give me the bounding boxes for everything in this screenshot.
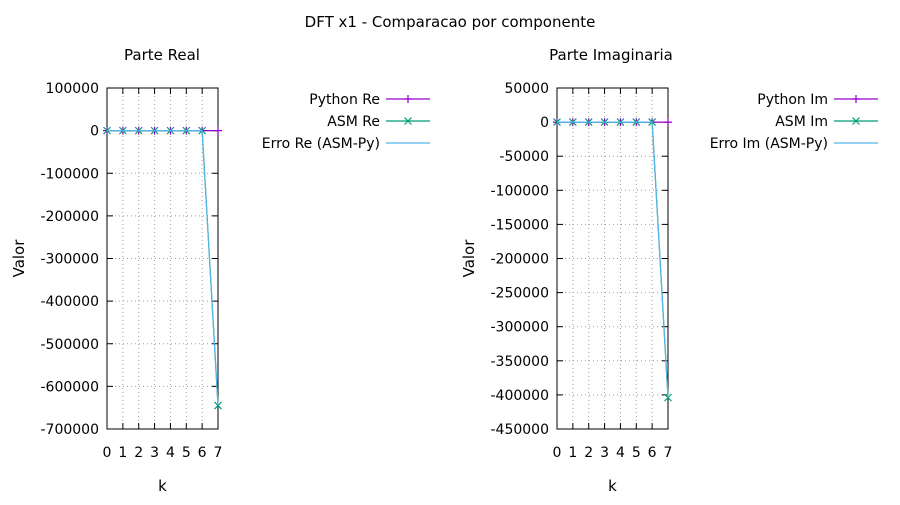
legend-label: Erro Re (ASM-Py)	[262, 136, 380, 152]
legend-marker	[852, 117, 860, 125]
x-tick-label: 4	[166, 445, 175, 461]
y-axis-label: Valor	[10, 239, 28, 278]
plot-title: Parte Imaginaria	[549, 46, 673, 64]
y-tick-label: 0	[90, 124, 99, 140]
x-tick-label: 1	[118, 445, 127, 461]
y-tick-label: -350000	[491, 354, 550, 370]
x-axis-label: k	[158, 477, 167, 495]
y-axis-label: Valor	[460, 239, 478, 278]
legend-marker	[852, 95, 860, 103]
y-tick-label: -250000	[491, 286, 550, 302]
chart-real: Parte Real 100000 0 -100000 -200000 -300000 -4…	[10, 46, 430, 495]
y-tick-label: -200000	[41, 209, 100, 225]
x-tick-label: 2	[584, 445, 593, 461]
x-tick-label: 7	[664, 445, 673, 461]
y-tick-label: -700000	[41, 422, 100, 438]
legend-label: ASM Im	[775, 114, 828, 130]
y-tick-label: -400000	[491, 388, 550, 404]
x-tick-label: 3	[150, 445, 159, 461]
y-tick-label: -200000	[491, 252, 550, 268]
y-tick-label: 50000	[504, 81, 549, 97]
data-point	[664, 118, 672, 127]
series-line	[557, 121, 669, 398]
x-tick-label: 2	[134, 445, 143, 461]
plot-title: Parte Real	[124, 46, 200, 64]
legend-label: Python Re	[309, 92, 380, 108]
x-tick-label: 6	[648, 445, 657, 461]
legend-marker	[404, 117, 412, 125]
legend-label: ASM Re	[327, 114, 380, 130]
x-tick-label: 1	[568, 445, 577, 461]
series-line	[557, 121, 669, 398]
data-point	[214, 126, 222, 135]
legend-label: Erro Im (ASM-Py)	[710, 136, 828, 152]
y-tick-label: -100000	[41, 166, 100, 182]
x-tick-label: 4	[616, 445, 625, 461]
y-tick-label: -600000	[41, 379, 100, 395]
x-axis-label: k	[608, 477, 617, 495]
y-tick-label: -50000	[499, 149, 549, 165]
y-tick-label: -300000	[41, 252, 100, 268]
y-tick-label: -150000	[491, 217, 550, 233]
x-tick-label: 0	[103, 445, 112, 461]
y-tick-label: -450000	[491, 422, 550, 438]
chart-imaginary: Parte Imaginaria 50000 0 -50000 -100000 -1500…	[460, 46, 878, 495]
y-tick-label: -500000	[41, 337, 100, 353]
series-line	[107, 130, 219, 406]
y-tick-label: 100000	[46, 81, 99, 97]
y-tick-label: -300000	[491, 320, 550, 336]
x-tick-label: 3	[600, 445, 609, 461]
y-tick-label: 0	[540, 115, 549, 131]
y-tick-label: -400000	[41, 294, 100, 310]
x-tick-label: 5	[632, 445, 641, 461]
figure-title: DFT x1 - Comparacao por componente	[305, 13, 596, 31]
x-tick-label: 6	[198, 445, 207, 461]
y-tick-label: -100000	[491, 183, 550, 199]
legend-label: Python Im	[757, 92, 828, 108]
series-line	[107, 130, 219, 406]
x-tick-label: 7	[214, 445, 223, 461]
x-tick-label: 0	[553, 445, 562, 461]
x-tick-label: 5	[182, 445, 191, 461]
legend-marker	[404, 95, 412, 103]
